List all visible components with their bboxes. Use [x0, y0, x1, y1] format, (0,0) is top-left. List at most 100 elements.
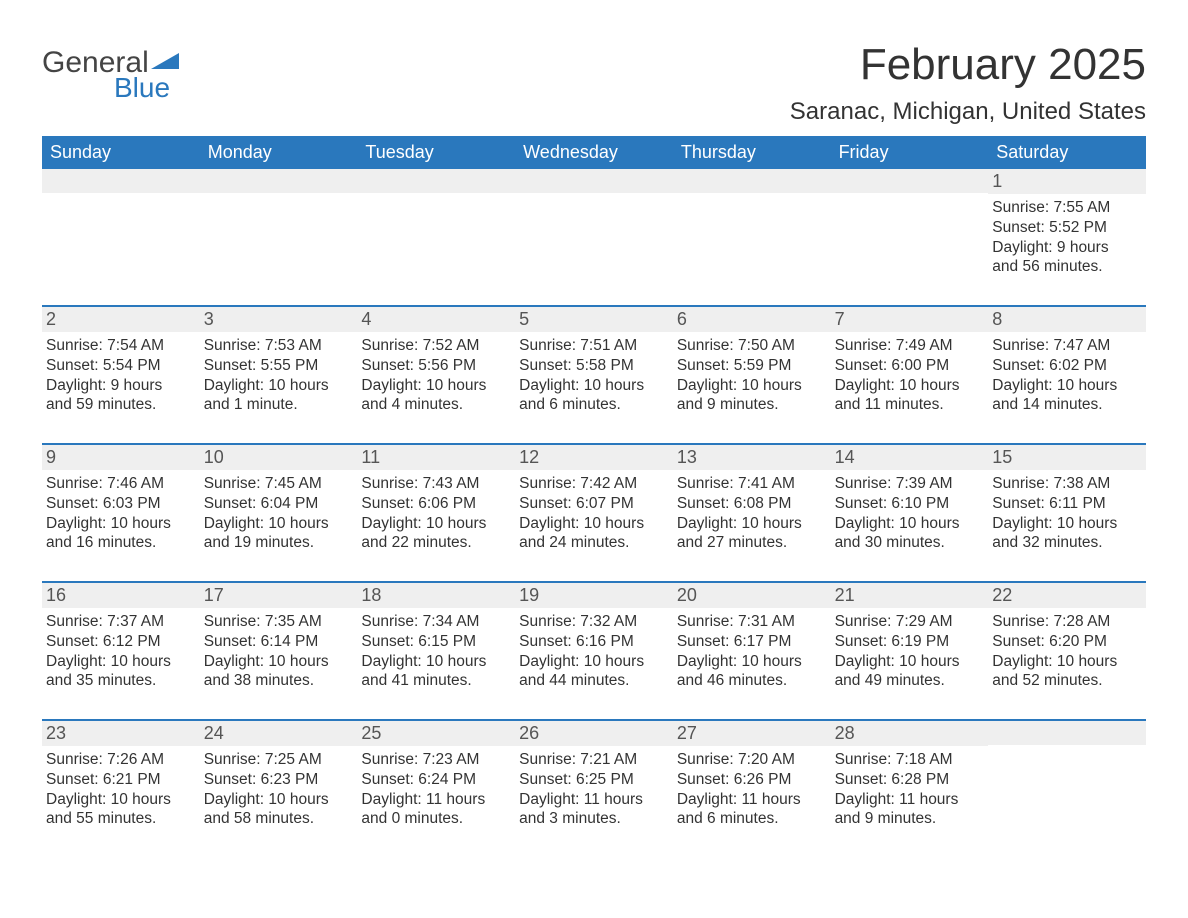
sunset-text: Sunset: 6:23 PM — [204, 770, 354, 790]
day-number — [42, 169, 200, 193]
daylight-text: and 1 minute. — [204, 395, 354, 415]
daylight-text: and 38 minutes. — [204, 671, 354, 691]
day-number: 18 — [357, 583, 515, 608]
day-cell: 1Sunrise: 7:55 AMSunset: 5:52 PMDaylight… — [988, 169, 1146, 287]
day-cell: 6Sunrise: 7:50 AMSunset: 5:59 PMDaylight… — [673, 307, 831, 425]
day-number: 24 — [200, 721, 358, 746]
weekday-saturday: Saturday — [988, 136, 1146, 169]
daylight-text: Daylight: 10 hours — [361, 376, 511, 396]
sunrise-text: Sunrise: 7:34 AM — [361, 612, 511, 632]
day-number: 25 — [357, 721, 515, 746]
day-cell: 12Sunrise: 7:42 AMSunset: 6:07 PMDayligh… — [515, 445, 673, 563]
sunset-text: Sunset: 6:28 PM — [835, 770, 985, 790]
sunset-text: Sunset: 6:08 PM — [677, 494, 827, 514]
daylight-text: Daylight: 10 hours — [204, 376, 354, 396]
day-number: 15 — [988, 445, 1146, 470]
daylight-text: and 9 minutes. — [677, 395, 827, 415]
day-number: 19 — [515, 583, 673, 608]
logo: General Blue — [42, 40, 179, 104]
sunrise-text: Sunrise: 7:28 AM — [992, 612, 1142, 632]
day-cell-empty — [357, 169, 515, 287]
sunset-text: Sunset: 6:19 PM — [835, 632, 985, 652]
daylight-text: Daylight: 11 hours — [835, 790, 985, 810]
title-block: February 2025 Saranac, Michigan, United … — [790, 40, 1146, 126]
daylight-text: Daylight: 10 hours — [519, 514, 669, 534]
day-cell: 16Sunrise: 7:37 AMSunset: 6:12 PMDayligh… — [42, 583, 200, 701]
calendar: SundayMondayTuesdayWednesdayThursdayFrid… — [42, 136, 1146, 839]
daylight-text: Daylight: 10 hours — [204, 652, 354, 672]
daylight-text: Daylight: 9 hours — [46, 376, 196, 396]
sunrise-text: Sunrise: 7:46 AM — [46, 474, 196, 494]
sunrise-text: Sunrise: 7:49 AM — [835, 336, 985, 356]
day-number: 4 — [357, 307, 515, 332]
day-number: 27 — [673, 721, 831, 746]
day-cell: 25Sunrise: 7:23 AMSunset: 6:24 PMDayligh… — [357, 721, 515, 839]
weekday-monday: Monday — [200, 136, 358, 169]
sunrise-text: Sunrise: 7:45 AM — [204, 474, 354, 494]
weekday-thursday: Thursday — [673, 136, 831, 169]
sunrise-text: Sunrise: 7:55 AM — [992, 198, 1142, 218]
day-number — [357, 169, 515, 193]
daylight-text: Daylight: 11 hours — [361, 790, 511, 810]
daylight-text: Daylight: 10 hours — [46, 514, 196, 534]
sunset-text: Sunset: 6:07 PM — [519, 494, 669, 514]
sunset-text: Sunset: 6:12 PM — [46, 632, 196, 652]
day-cell: 9Sunrise: 7:46 AMSunset: 6:03 PMDaylight… — [42, 445, 200, 563]
day-cell: 23Sunrise: 7:26 AMSunset: 6:21 PMDayligh… — [42, 721, 200, 839]
daylight-text: and 4 minutes. — [361, 395, 511, 415]
day-cell-empty — [515, 169, 673, 287]
week-row: 9Sunrise: 7:46 AMSunset: 6:03 PMDaylight… — [42, 443, 1146, 563]
day-cell: 11Sunrise: 7:43 AMSunset: 6:06 PMDayligh… — [357, 445, 515, 563]
daylight-text: and 55 minutes. — [46, 809, 196, 829]
sunset-text: Sunset: 6:24 PM — [361, 770, 511, 790]
daylight-text: Daylight: 10 hours — [361, 652, 511, 672]
daylight-text: and 44 minutes. — [519, 671, 669, 691]
daylight-text: Daylight: 10 hours — [361, 514, 511, 534]
sunset-text: Sunset: 6:03 PM — [46, 494, 196, 514]
day-cell: 14Sunrise: 7:39 AMSunset: 6:10 PMDayligh… — [831, 445, 989, 563]
sunset-text: Sunset: 6:06 PM — [361, 494, 511, 514]
daylight-text: and 19 minutes. — [204, 533, 354, 553]
sunrise-text: Sunrise: 7:29 AM — [835, 612, 985, 632]
day-cell: 27Sunrise: 7:20 AMSunset: 6:26 PMDayligh… — [673, 721, 831, 839]
sunrise-text: Sunrise: 7:31 AM — [677, 612, 827, 632]
daylight-text: Daylight: 10 hours — [677, 376, 827, 396]
day-number: 7 — [831, 307, 989, 332]
week-row: 16Sunrise: 7:37 AMSunset: 6:12 PMDayligh… — [42, 581, 1146, 701]
sunrise-text: Sunrise: 7:47 AM — [992, 336, 1142, 356]
daylight-text: and 58 minutes. — [204, 809, 354, 829]
day-cell: 7Sunrise: 7:49 AMSunset: 6:00 PMDaylight… — [831, 307, 989, 425]
sunrise-text: Sunrise: 7:26 AM — [46, 750, 196, 770]
day-number: 5 — [515, 307, 673, 332]
sunset-text: Sunset: 5:56 PM — [361, 356, 511, 376]
daylight-text: and 6 minutes. — [677, 809, 827, 829]
sunset-text: Sunset: 6:20 PM — [992, 632, 1142, 652]
day-cell-empty — [673, 169, 831, 287]
daylight-text: and 52 minutes. — [992, 671, 1142, 691]
sunrise-text: Sunrise: 7:41 AM — [677, 474, 827, 494]
sunset-text: Sunset: 6:21 PM — [46, 770, 196, 790]
sunset-text: Sunset: 5:55 PM — [204, 356, 354, 376]
day-number — [988, 721, 1146, 745]
day-number: 17 — [200, 583, 358, 608]
sunrise-text: Sunrise: 7:18 AM — [835, 750, 985, 770]
day-cell: 21Sunrise: 7:29 AMSunset: 6:19 PMDayligh… — [831, 583, 989, 701]
day-cell: 20Sunrise: 7:31 AMSunset: 6:17 PMDayligh… — [673, 583, 831, 701]
daylight-text: and 56 minutes. — [992, 257, 1142, 277]
day-number: 23 — [42, 721, 200, 746]
day-number: 26 — [515, 721, 673, 746]
sunrise-text: Sunrise: 7:35 AM — [204, 612, 354, 632]
day-cell: 5Sunrise: 7:51 AMSunset: 5:58 PMDaylight… — [515, 307, 673, 425]
day-number — [515, 169, 673, 193]
daylight-text: and 49 minutes. — [835, 671, 985, 691]
daylight-text: and 0 minutes. — [361, 809, 511, 829]
weekday-tuesday: Tuesday — [357, 136, 515, 169]
day-number: 6 — [673, 307, 831, 332]
weekday-header-row: SundayMondayTuesdayWednesdayThursdayFrid… — [42, 136, 1146, 169]
daylight-text: and 30 minutes. — [835, 533, 985, 553]
logo-text-blue: Blue — [114, 72, 170, 104]
daylight-text: Daylight: 10 hours — [992, 376, 1142, 396]
day-cell-empty — [42, 169, 200, 287]
sunrise-text: Sunrise: 7:39 AM — [835, 474, 985, 494]
week-row: 2Sunrise: 7:54 AMSunset: 5:54 PMDaylight… — [42, 305, 1146, 425]
